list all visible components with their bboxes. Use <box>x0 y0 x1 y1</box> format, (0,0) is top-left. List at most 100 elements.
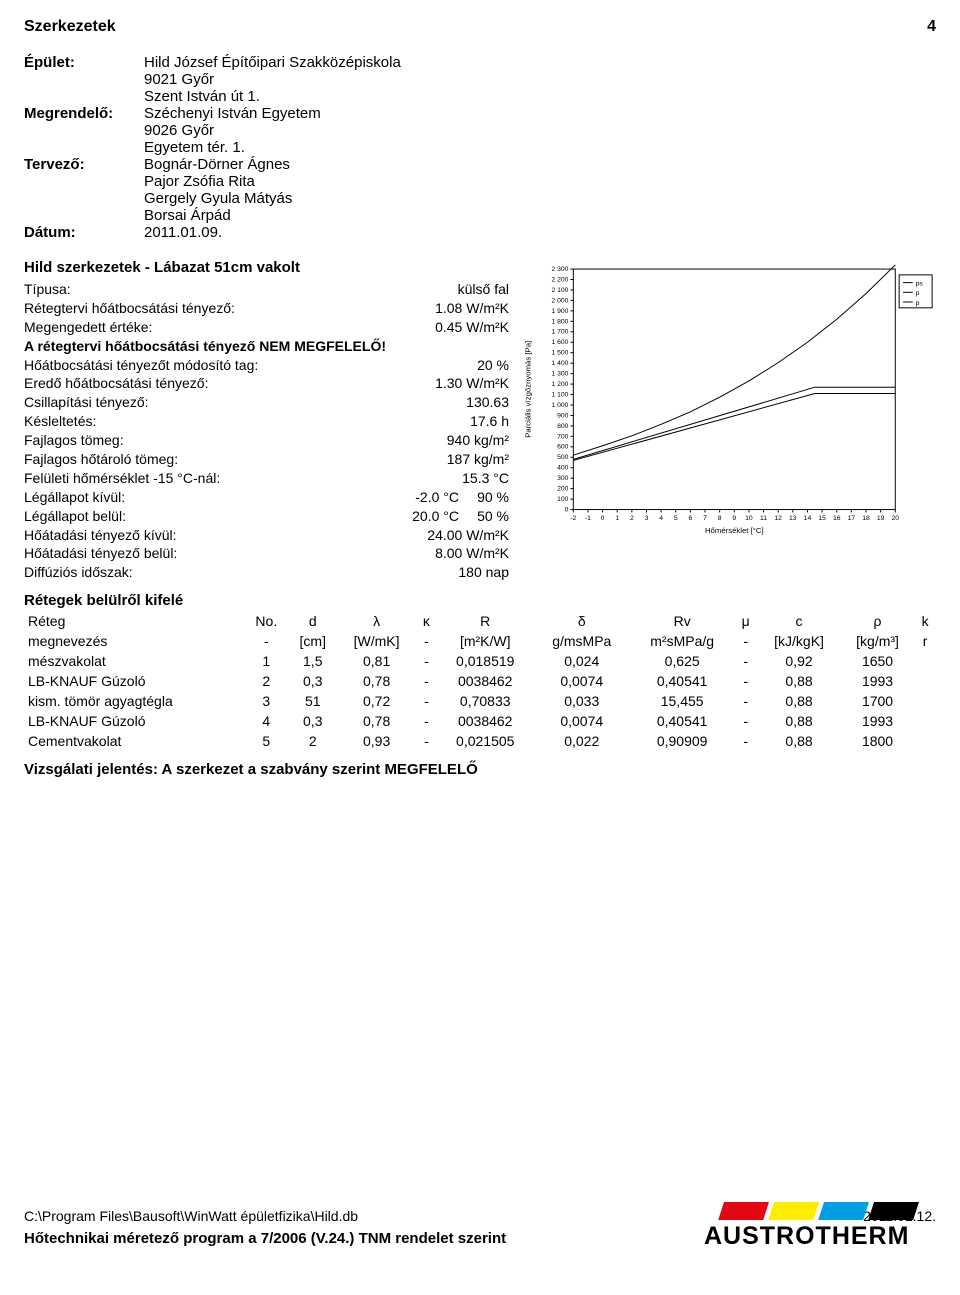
prop-line: Diffúziós időszak:180 nap <box>24 563 509 582</box>
designer-value: Bognár-Dörner Ágnes Pajor Zsófia Rita Ge… <box>144 156 292 224</box>
client-value: Széchenyi István Egyetem 9026 Győr Egyet… <box>144 105 321 156</box>
svg-text:1 800: 1 800 <box>552 318 569 325</box>
prop-line: Légállapot kívül:-2.0 °C90 % <box>24 488 509 507</box>
svg-text:1 900: 1 900 <box>552 308 569 315</box>
svg-text:1 700: 1 700 <box>552 329 569 336</box>
svg-text:20: 20 <box>892 515 900 522</box>
table-row: mészvakolat11,50,81-0,0185190,0240,625-0… <box>24 651 936 671</box>
prop-line: Fajlagos tömeg:940 kg/m² <box>24 431 509 450</box>
svg-text:2 300: 2 300 <box>552 266 569 273</box>
svg-text:300: 300 <box>557 475 569 482</box>
svg-text:13: 13 <box>789 515 797 522</box>
svg-text:4: 4 <box>659 515 663 522</box>
svg-text:1 000: 1 000 <box>552 402 569 409</box>
svg-text:200: 200 <box>557 486 569 493</box>
props-column: Hild szerkezetek - Lábazat 51cm vakolt T… <box>24 259 509 582</box>
prop-line: Rétegtervi hőátbocsátási tényező:1.08 W/… <box>24 299 509 318</box>
svg-text:-1: -1 <box>585 515 591 522</box>
prop-line: A rétegtervi hőátbocsátási tényező NEM M… <box>24 337 509 356</box>
svg-text:p: p <box>916 300 920 307</box>
svg-text:18: 18 <box>862 515 870 522</box>
prop-line: Típusa:külső fal <box>24 280 509 299</box>
content-two-col: Hild szerkezetek - Lábazat 51cm vakolt T… <box>24 259 936 582</box>
table-row: LB-KNAUF Gúzoló40,30,78-00384620,00740,4… <box>24 711 936 731</box>
date-label: Dátum: <box>24 224 144 241</box>
table-row: Cementvakolat520,93-0,0215050,0220,90909… <box>24 731 936 751</box>
svg-text:7: 7 <box>703 515 707 522</box>
svg-text:700: 700 <box>557 433 569 440</box>
table-units: megnevezés-[cm][W/mK]-[m²K/W]g/msMPam²sM… <box>24 631 936 651</box>
footer: C:\Program Files\Bausoft\WinWatt épületf… <box>24 1208 936 1247</box>
svg-text:AUSTROTHERM: AUSTROTHERM <box>704 1222 909 1248</box>
svg-text:1 400: 1 400 <box>552 360 569 367</box>
svg-text:12: 12 <box>774 515 782 522</box>
prop-line: Fajlagos hőtároló tömeg:187 kg/m² <box>24 450 509 469</box>
svg-text:5: 5 <box>674 515 678 522</box>
vapor-chart: 01002003004005006007008009001 0001 1001 … <box>519 259 936 539</box>
svg-text:1 500: 1 500 <box>552 350 569 357</box>
prop-line: Légállapot belül:20.0 °C50 % <box>24 507 509 526</box>
props-list: Típusa:külső falRétegtervi hőátbocsátási… <box>24 280 509 582</box>
table-row: LB-KNAUF Gúzoló20,30,78-00384620,00740,4… <box>24 671 936 691</box>
prop-line: Hőátbocsátási tényezőt módosító tag:20 % <box>24 356 509 375</box>
layers-table: RétegNo.dλκRδRvμcρk megnevezés-[cm][W/mK… <box>24 611 936 751</box>
svg-text:2 000: 2 000 <box>552 297 569 304</box>
svg-text:ps: ps <box>916 281 924 288</box>
svg-text:100: 100 <box>557 496 569 503</box>
svg-text:900: 900 <box>557 412 569 419</box>
svg-text:Parciális vízgőznyomás [Pa]: Parciális vízgőznyomás [Pa] <box>524 341 533 438</box>
prop-line: Csillapítási tényező:130.63 <box>24 393 509 412</box>
date-value: 2011.01.09. <box>144 224 222 241</box>
layers-title: Rétegek belülről kifelé <box>24 592 936 609</box>
svg-text:1: 1 <box>615 515 619 522</box>
svg-text:1 100: 1 100 <box>552 391 569 398</box>
page-header: Szerkezetek 4 <box>24 18 936 36</box>
svg-text:0: 0 <box>565 506 569 513</box>
section-title: Hild szerkezetek - Lábazat 51cm vakolt <box>24 259 509 276</box>
svg-text:-2: -2 <box>570 515 576 522</box>
svg-text:10: 10 <box>745 515 753 522</box>
prop-line: Eredő hőátbocsátási tényező:1.30 W/m²K <box>24 374 509 393</box>
header-title: Szerkezetek <box>24 18 116 36</box>
svg-text:500: 500 <box>557 454 569 461</box>
svg-text:600: 600 <box>557 444 569 451</box>
svg-text:14: 14 <box>804 515 812 522</box>
austrotherm-logo: AUSTROTHERM <box>696 1202 936 1251</box>
page-number: 4 <box>927 18 936 36</box>
svg-text:p: p <box>916 290 920 297</box>
table-header: RétegNo.dλκRδRvμcρk <box>24 611 936 631</box>
svg-text:2: 2 <box>630 515 634 522</box>
footer-path: C:\Program Files\Bausoft\WinWatt épületf… <box>24 1208 358 1224</box>
table-body: mészvakolat11,50,81-0,0185190,0240,625-0… <box>24 651 936 751</box>
svg-text:19: 19 <box>877 515 885 522</box>
table-row: kism. tömör agyagtégla3510,72-0,708330,0… <box>24 691 936 711</box>
prop-line: Hőátadási tényező belül:8.00 W/m²K <box>24 544 509 563</box>
svg-text:17: 17 <box>848 515 856 522</box>
client-label: Megrendelő: <box>24 105 144 156</box>
prop-line: Késleltetés:17.6 h <box>24 412 509 431</box>
chart-area: 01002003004005006007008009001 0001 1001 … <box>519 259 936 539</box>
svg-text:9: 9 <box>732 515 736 522</box>
svg-text:2 100: 2 100 <box>552 287 569 294</box>
prop-line: Hőátadási tényező kívül:24.00 W/m²K <box>24 526 509 545</box>
svg-text:15: 15 <box>818 515 826 522</box>
svg-text:800: 800 <box>557 423 569 430</box>
prop-line: Megengedett értéke:0.45 W/m²K <box>24 318 509 337</box>
svg-text:400: 400 <box>557 465 569 472</box>
building-value: Hild József Építőipari Szakközépiskola 9… <box>144 54 401 105</box>
svg-text:1 200: 1 200 <box>552 381 569 388</box>
svg-text:Hőmérséklet [°C]: Hőmérséklet [°C] <box>705 526 764 535</box>
svg-text:8: 8 <box>718 515 722 522</box>
svg-text:2 200: 2 200 <box>552 276 569 283</box>
svg-text:6: 6 <box>689 515 693 522</box>
building-label: Épület: <box>24 54 144 105</box>
svg-text:1 300: 1 300 <box>552 371 569 378</box>
meta-block: Épület: Hild József Építőipari Szakközép… <box>24 54 936 241</box>
svg-text:16: 16 <box>833 515 841 522</box>
svg-text:0: 0 <box>601 515 605 522</box>
svg-text:11: 11 <box>760 515 767 522</box>
designer-label: Tervező: <box>24 156 144 224</box>
verdict: Vizsgálati jelentés: A szerkezet a szabv… <box>24 761 936 778</box>
svg-text:3: 3 <box>645 515 649 522</box>
prop-line: Felületi hőmérséklet -15 °C-nál:15.3 °C <box>24 469 509 488</box>
